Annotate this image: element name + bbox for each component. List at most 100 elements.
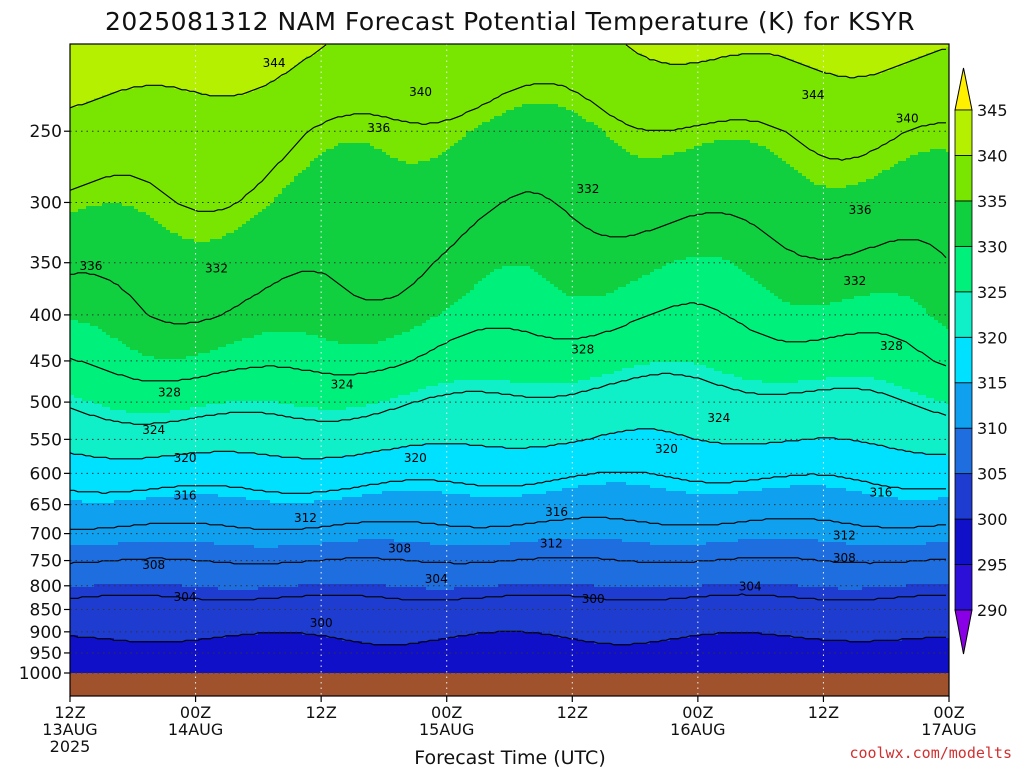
heatmap-cell bbox=[602, 80, 607, 84]
heatmap-cell bbox=[130, 92, 135, 96]
heatmap-cell bbox=[662, 50, 667, 54]
heatmap-cell bbox=[98, 89, 103, 93]
heatmap-cell bbox=[742, 56, 747, 60]
heatmap-cell bbox=[610, 77, 615, 81]
heatmap-cell bbox=[366, 56, 371, 60]
heatmap-cell bbox=[738, 80, 743, 84]
heatmap-cell bbox=[178, 65, 183, 69]
heatmap-cell bbox=[302, 77, 307, 81]
heatmap-cell bbox=[242, 95, 247, 99]
heatmap-cell bbox=[186, 104, 191, 108]
heatmap-cell bbox=[678, 50, 683, 54]
heatmap-cell bbox=[602, 98, 607, 102]
heatmap-cell bbox=[830, 86, 835, 90]
heatmap-cell bbox=[158, 77, 163, 81]
heatmap-cell bbox=[814, 47, 819, 51]
heatmap-cell bbox=[254, 59, 259, 63]
heatmap-cell bbox=[322, 56, 327, 60]
heatmap-cell bbox=[154, 59, 159, 63]
heatmap-cell bbox=[470, 92, 475, 96]
heatmap-cell bbox=[282, 83, 287, 87]
heatmap-cell bbox=[694, 101, 699, 105]
heatmap-cell bbox=[770, 101, 775, 105]
heatmap-cell bbox=[306, 77, 311, 81]
heatmap-cell bbox=[134, 89, 139, 93]
heatmap-cell bbox=[458, 104, 463, 108]
heatmap-cell bbox=[274, 50, 279, 54]
heatmap-cell bbox=[246, 56, 251, 60]
heatmap-cell bbox=[310, 71, 315, 75]
heatmap-cell bbox=[462, 62, 467, 66]
heatmap-cell bbox=[118, 53, 123, 57]
heatmap-cell bbox=[246, 62, 251, 66]
heatmap-cell bbox=[902, 65, 907, 69]
heatmap-cell bbox=[202, 98, 207, 102]
heatmap-cell bbox=[630, 56, 635, 60]
heatmap-cell bbox=[514, 53, 519, 57]
heatmap-cell bbox=[70, 101, 75, 105]
heatmap-cell bbox=[802, 53, 807, 57]
heatmap-cell bbox=[242, 83, 247, 87]
heatmap-cell bbox=[894, 59, 899, 63]
heatmap-cell bbox=[230, 98, 235, 102]
heatmap-cell bbox=[946, 89, 951, 93]
heatmap-cell bbox=[570, 101, 575, 105]
heatmap-cell bbox=[294, 53, 299, 57]
heatmap-cell bbox=[814, 80, 819, 84]
heatmap-cell bbox=[734, 89, 739, 93]
heatmap-cell bbox=[746, 74, 751, 78]
heatmap-cell bbox=[842, 68, 847, 72]
heatmap-cell bbox=[582, 80, 587, 84]
heatmap-cell bbox=[122, 83, 127, 87]
heatmap-cell bbox=[178, 53, 183, 57]
heatmap-cell bbox=[246, 47, 251, 51]
heatmap-cell bbox=[734, 98, 739, 102]
heatmap-cell bbox=[558, 56, 563, 60]
heatmap-cell bbox=[274, 92, 279, 96]
heatmap-cell bbox=[146, 47, 151, 51]
heatmap-cell bbox=[902, 74, 907, 78]
heatmap-cell bbox=[878, 92, 883, 96]
heatmap-cell bbox=[498, 62, 503, 66]
heatmap-cell bbox=[454, 95, 459, 99]
heatmap-cell bbox=[142, 89, 147, 93]
heatmap-cell bbox=[370, 86, 375, 90]
heatmap-cell bbox=[122, 95, 127, 99]
heatmap-cell bbox=[754, 56, 759, 60]
heatmap-cell bbox=[114, 62, 119, 66]
heatmap-cell bbox=[110, 77, 115, 81]
heatmap-cell bbox=[158, 86, 163, 90]
heatmap-cell bbox=[194, 47, 199, 51]
heatmap-cell bbox=[654, 83, 659, 87]
heatmap-cell bbox=[566, 77, 571, 81]
heatmap-cell bbox=[558, 71, 563, 75]
heatmap-cell bbox=[78, 47, 83, 51]
heatmap-cell bbox=[354, 77, 359, 81]
heatmap-cell bbox=[426, 53, 431, 57]
heatmap-cell bbox=[906, 74, 911, 78]
heatmap-cell bbox=[422, 50, 427, 54]
heatmap-cell bbox=[610, 74, 615, 78]
heatmap-cell bbox=[102, 77, 107, 81]
heatmap-cell bbox=[842, 83, 847, 87]
heatmap-cell bbox=[142, 59, 147, 63]
heatmap-cell bbox=[486, 59, 491, 63]
heatmap-cell bbox=[890, 47, 895, 51]
heatmap-cell bbox=[554, 89, 559, 93]
heatmap-cell bbox=[670, 65, 675, 69]
heatmap-cell bbox=[830, 47, 835, 51]
heatmap-cell bbox=[230, 68, 235, 72]
heatmap-cell bbox=[882, 101, 887, 105]
heatmap-cell bbox=[650, 83, 655, 87]
heatmap-cell bbox=[894, 98, 899, 102]
heatmap-cell bbox=[206, 98, 211, 102]
heatmap-cell bbox=[654, 62, 659, 66]
heatmap-cell bbox=[582, 74, 587, 78]
heatmap-cell bbox=[614, 47, 619, 51]
heatmap-cell bbox=[286, 83, 291, 87]
heatmap-cell bbox=[474, 86, 479, 90]
heatmap-cell bbox=[198, 71, 203, 75]
heatmap-cell bbox=[698, 98, 703, 102]
heatmap-cell bbox=[194, 98, 199, 102]
heatmap-cell bbox=[310, 104, 315, 108]
